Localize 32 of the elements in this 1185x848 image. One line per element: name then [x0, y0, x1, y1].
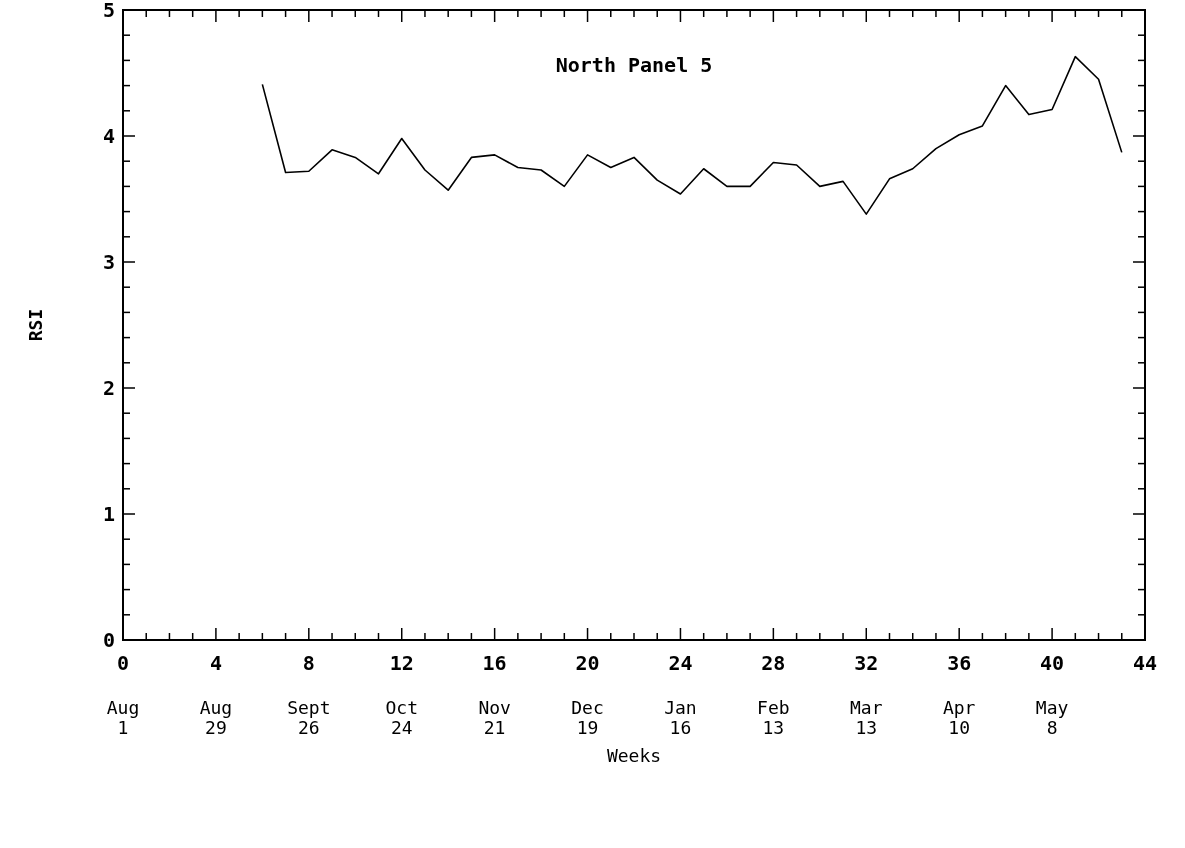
x-tick-label: 20 [575, 651, 600, 675]
date-label: Feb 13 [757, 697, 790, 738]
x-tick-label: 40 [1040, 651, 1065, 675]
date-label: May 8 [1035, 697, 1069, 738]
x-tick-label: 8 [302, 651, 315, 675]
x-tick-label: 32 [854, 651, 879, 675]
x-tick-label: 28 [761, 651, 786, 675]
x-tick-label: 12 [389, 651, 414, 675]
date-label: Mar 13 [850, 697, 883, 738]
y-tick-label: 5 [102, 0, 115, 22]
y-tick-label: 4 [102, 124, 115, 148]
x-tick-label: 4 [209, 651, 222, 675]
y-tick-label: 0 [102, 628, 115, 652]
x-tick-label: 44 [1132, 651, 1158, 675]
y-axis-title: RSI [25, 308, 46, 342]
line-series [261, 55, 1123, 215]
x-tick-label: 36 [947, 651, 972, 675]
x-tick-label: 24 [668, 651, 693, 675]
date-label: Nov 21 [478, 697, 511, 738]
date-label: Aug 1 [106, 697, 140, 738]
date-label: Dec 19 [571, 697, 604, 738]
date-label: Sept 26 [287, 697, 331, 738]
x-tick-label: 16 [482, 651, 507, 675]
date-label: Apr 10 [942, 697, 976, 738]
y-tick-label: 1 [102, 502, 115, 526]
date-label: Jan 16 [664, 697, 697, 738]
date-label: Oct 24 [385, 697, 418, 738]
y-tick-label: 3 [102, 250, 115, 274]
y-tick-label: 2 [102, 376, 115, 400]
date-label: Aug 29 [199, 697, 233, 738]
x-axis-title: Weeks [606, 745, 662, 766]
text: North Panel 5 [555, 53, 713, 77]
